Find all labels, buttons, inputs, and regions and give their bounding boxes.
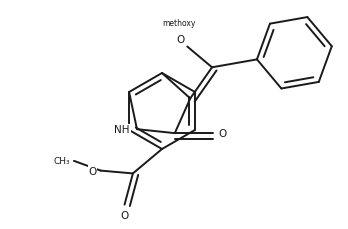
- Text: O: O: [219, 128, 227, 139]
- Text: CH₃: CH₃: [53, 157, 70, 166]
- Text: NH: NH: [114, 125, 130, 135]
- Text: O: O: [88, 166, 97, 176]
- Text: methoxy: methoxy: [163, 19, 196, 28]
- Text: O: O: [176, 34, 184, 44]
- Text: O: O: [120, 210, 129, 220]
